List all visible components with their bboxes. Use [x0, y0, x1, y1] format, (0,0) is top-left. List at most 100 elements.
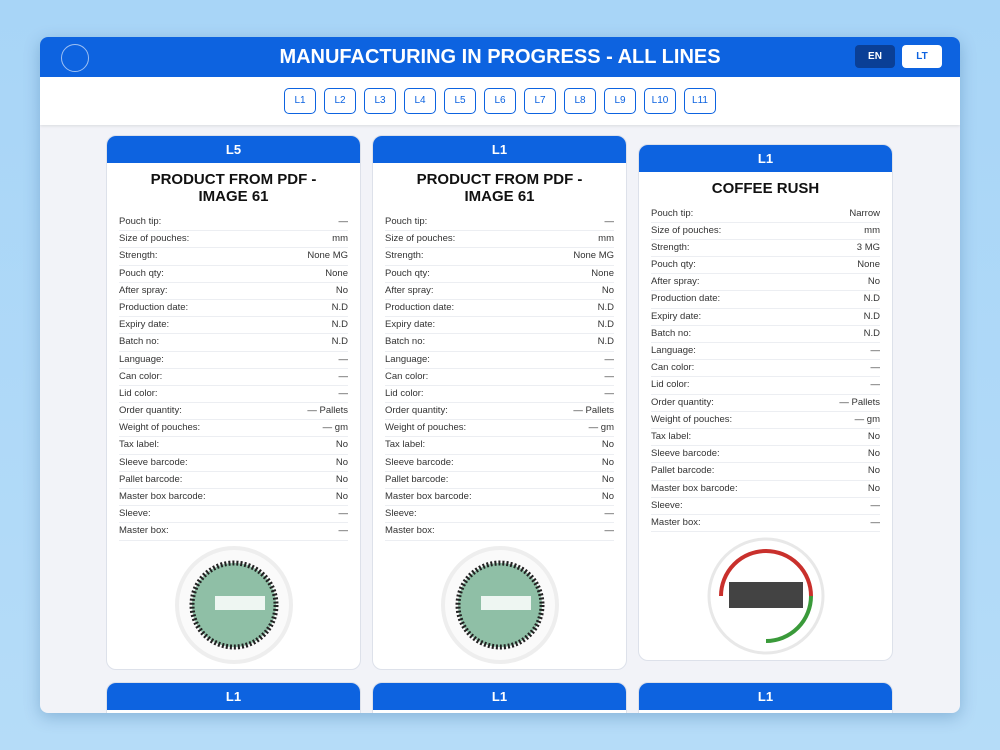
field-value: No	[335, 284, 348, 296]
line-button[interactable]: L4	[404, 88, 436, 114]
field-value: mm	[598, 233, 614, 245]
field-label: Language:	[651, 345, 696, 356]
field-row: Expiry date: N.D	[385, 317, 614, 335]
card-line: L1	[639, 682, 892, 710]
field-value: No	[601, 456, 614, 468]
field-row: Pouch qty: None	[651, 257, 880, 275]
product-card: L5 PRODUCT FROM PDF - IMAGE 61 Pouch tip: —…	[106, 135, 361, 670]
line-button[interactable]: L9	[604, 88, 636, 114]
field-row: Can color: —	[651, 360, 880, 378]
field-value: —	[604, 525, 615, 537]
field-label: Pallet barcode:	[651, 465, 715, 477]
field-row: Lid color: —	[119, 386, 348, 404]
field-value: N.D	[331, 319, 348, 331]
line-button[interactable]: L2	[324, 88, 356, 114]
field-row: After spray: No	[119, 283, 348, 300]
field-row: Pouch qty: None	[385, 266, 614, 283]
field-row: Weight of pouches: — gm	[119, 420, 348, 438]
image-box	[373, 541, 626, 669]
field-value: No	[601, 473, 614, 485]
product-image	[174, 545, 293, 664]
product-image	[440, 545, 559, 664]
field-row: Lid color: —	[385, 386, 614, 404]
field-row: Pouch tip: —	[385, 214, 614, 232]
field-label: Master box:	[385, 525, 435, 537]
field-label: Weight of pouches:	[651, 413, 733, 425]
field-row: Master box: —	[119, 523, 348, 541]
line-button[interactable]: L1	[284, 88, 316, 114]
field-row: Sleeve barcode: No	[651, 446, 880, 464]
field-row: Pouch qty: None	[119, 266, 348, 283]
field-value: No	[867, 482, 880, 494]
field-value: No	[335, 439, 348, 451]
field-row: Expiry date: N.D	[651, 309, 880, 326]
field-row: Order quantity: — Pallets	[119, 403, 348, 421]
field-value: No	[601, 491, 614, 502]
field-row: Language: —	[385, 352, 614, 369]
field-label: Sleeve barcode:	[651, 448, 720, 460]
field-value: — Pallets	[573, 405, 614, 417]
field-value: None MG	[307, 250, 348, 262]
field-row: Order quantity: — Pallets	[385, 403, 614, 421]
field-label: Strength:	[651, 241, 690, 253]
field-value: — gm	[322, 422, 348, 434]
field-row: Tax label: No	[651, 429, 880, 447]
lang-button[interactable]: LT	[902, 45, 942, 68]
line-button[interactable]: L5	[444, 88, 476, 114]
field-label: Sleeve:	[385, 508, 417, 520]
line-button[interactable]: L7	[524, 88, 556, 114]
line-button[interactable]: L3	[364, 88, 396, 114]
field-value: N.D	[863, 293, 880, 305]
product-card: L1	[106, 681, 361, 713]
field-row: Sleeve barcode: No	[385, 455, 614, 472]
field-label: Batch no:	[651, 327, 692, 339]
field-row: Sleeve: —	[651, 498, 880, 515]
field-label: After spray:	[385, 284, 434, 296]
field-value: None	[857, 259, 880, 271]
field-row: Order quantity: — Pallets	[651, 395, 880, 412]
card-line: L1	[373, 682, 626, 710]
field-value: — gm	[854, 413, 880, 425]
title: MANUFACTURING IN PROGRESS - ALL LINES	[279, 46, 721, 68]
field-value: No	[601, 439, 614, 451]
field-value: N.D	[597, 301, 614, 313]
line-button[interactable]: L8	[564, 88, 596, 114]
field-row: Master box: —	[651, 515, 880, 533]
line-nav: L1 L2 L3 L4 L5 L6 L7 L8 L9 L10 L11	[40, 77, 960, 125]
field-row: Master box: —	[385, 523, 615, 541]
card-title: PRODUCT FROM PDF - IMAGE 61	[150, 171, 317, 205]
field-list: Pouch tip: Narrow Size of pouches: mm Streng…	[639, 197, 892, 533]
field-label: Expiry date:	[385, 319, 436, 331]
line-button[interactable]: L6	[484, 88, 516, 114]
field-value: None	[325, 267, 348, 279]
field-value: N.D	[863, 327, 880, 339]
field-value: —	[870, 379, 881, 391]
field-row: Size of pouches: mm	[651, 223, 880, 240]
field-value: None MG	[573, 250, 614, 262]
field-label: Language:	[119, 353, 164, 365]
field-row: Lid color: —	[651, 377, 881, 395]
field-value: mm	[864, 224, 880, 236]
field-label: Sleeve:	[651, 499, 683, 511]
field-row: Language: —	[119, 352, 348, 369]
field-value: No	[335, 456, 348, 468]
field-label: Pouch qty:	[651, 259, 696, 271]
product-card: L1	[638, 681, 893, 713]
field-row: Strength: None MG	[119, 248, 348, 266]
field-value: N.D	[331, 301, 348, 313]
lang-button[interactable]: EN	[855, 45, 895, 68]
field-row: Weight of pouches: — gm	[651, 412, 880, 429]
line-button[interactable]: L10	[644, 88, 676, 114]
field-label: Strength:	[119, 250, 158, 262]
line-button[interactable]: L11	[684, 88, 716, 114]
card-title: PRODUCT FROM PDF - IMAGE 61	[416, 171, 583, 205]
field-row: Expiry date: N.D	[119, 317, 348, 335]
field-label: Strength:	[385, 250, 424, 262]
field-value: — Pallets	[307, 405, 348, 417]
field-label: Pouch tip:	[119, 216, 162, 227]
field-row: Batch no: N.D	[385, 334, 614, 352]
field-value: No	[867, 430, 880, 442]
field-label: After spray:	[119, 284, 168, 296]
product-card: L1	[372, 681, 627, 713]
field-row: Size of pouches: mm	[385, 231, 614, 249]
